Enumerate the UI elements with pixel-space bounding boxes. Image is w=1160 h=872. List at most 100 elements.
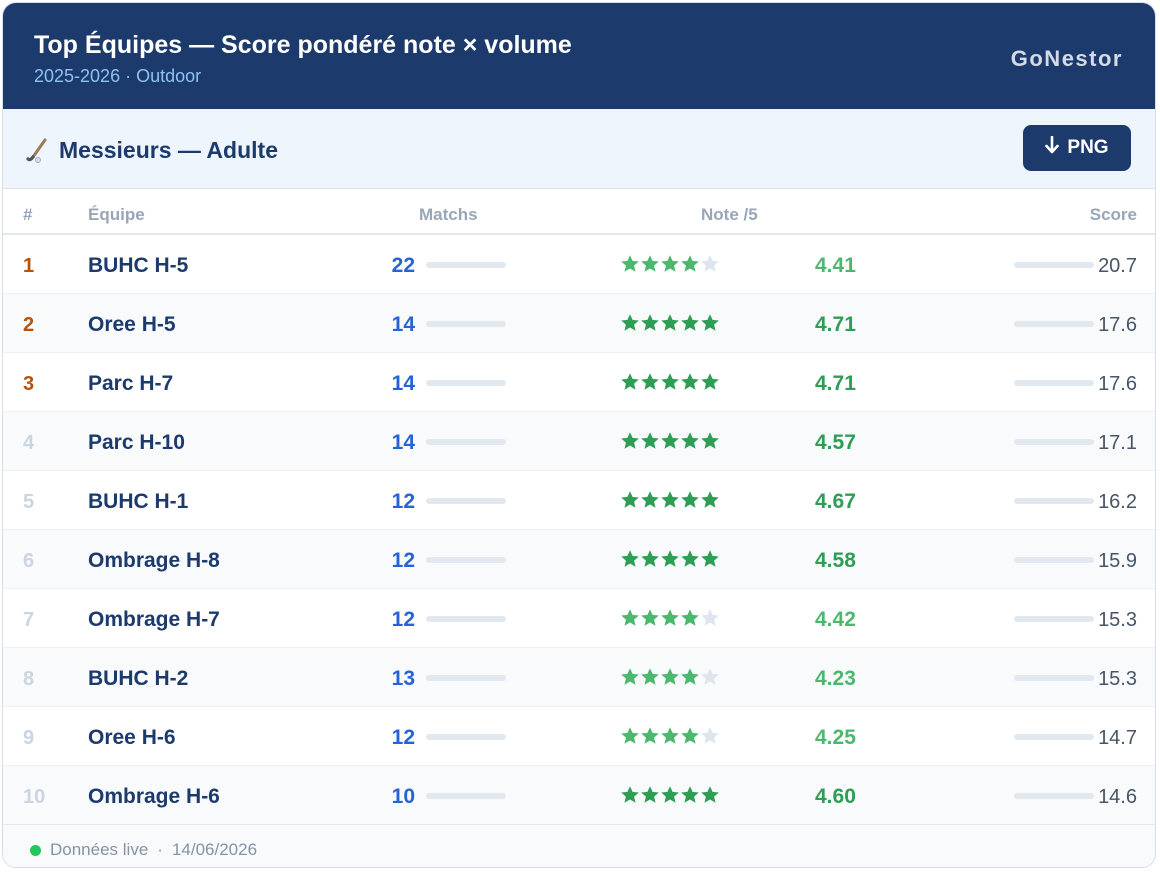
table-header: # Équipe Matchs Note /5 Score xyxy=(3,189,1155,235)
score-bar xyxy=(1014,380,1094,386)
star-filled-icon xyxy=(641,609,659,626)
row-note: 4.58 xyxy=(815,549,856,572)
col-team: Équipe xyxy=(88,205,145,224)
star-filled-icon xyxy=(681,668,699,685)
arrow-down-icon xyxy=(1045,135,1060,160)
table-row: 9 Oree H-6 12 4.25 14.7 xyxy=(3,707,1155,766)
star-filled-icon xyxy=(661,609,679,626)
score-bar xyxy=(1014,734,1094,740)
row-matches: 12 xyxy=(391,490,415,513)
rating-stars xyxy=(620,431,720,451)
matches-bar xyxy=(426,439,506,445)
row-rank: 7 xyxy=(23,609,35,631)
matches-bar xyxy=(426,498,506,504)
row-matches: 14 xyxy=(391,313,415,336)
row-rank: 10 xyxy=(23,786,46,808)
star-filled-icon xyxy=(641,727,659,744)
row-team: Oree H-6 xyxy=(88,726,176,749)
star-filled-icon xyxy=(621,727,639,744)
star-filled-icon xyxy=(621,373,639,390)
star-filled-icon xyxy=(701,314,719,331)
star-filled-icon xyxy=(681,550,699,567)
star-filled-icon xyxy=(701,786,719,803)
row-note: 4.25 xyxy=(815,726,856,749)
table-row: 6 Ombrage H-8 12 4.58 15.9 xyxy=(3,530,1155,589)
table-row: 4 Parc H-10 14 4.57 17.1 xyxy=(3,412,1155,471)
row-note: 4.67 xyxy=(815,490,856,513)
row-note: 4.41 xyxy=(815,254,856,277)
matches-bar xyxy=(426,557,506,563)
star-filled-icon xyxy=(681,255,699,272)
matches-bar xyxy=(426,734,506,740)
star-filled-icon xyxy=(621,668,639,685)
row-team: Ombrage H-7 xyxy=(88,608,220,631)
row-note: 4.42 xyxy=(815,608,856,631)
brand-logo: GoNestor xyxy=(1010,46,1123,71)
matches-bar xyxy=(426,262,506,268)
page-subtitle: 2025-2026 · Outdoor xyxy=(34,66,202,86)
col-rank: # xyxy=(23,205,33,224)
row-rank: 3 xyxy=(23,373,35,395)
rating-stars xyxy=(620,490,720,510)
score-bar xyxy=(1014,557,1094,563)
star-filled-icon xyxy=(621,550,639,567)
live-dot-icon xyxy=(30,844,41,856)
star-filled-icon xyxy=(621,432,639,449)
matches-bar xyxy=(426,321,506,327)
table-row: 10 Ombrage H-6 10 4.60 14.6 xyxy=(3,766,1155,825)
star-filled-icon xyxy=(661,255,679,272)
table-row: 1 BUHC H-5 22 4.41 20.7 xyxy=(3,235,1155,294)
row-team: Ombrage H-8 xyxy=(88,549,220,572)
row-rank: 2 xyxy=(23,314,35,336)
star-filled-icon xyxy=(621,609,639,626)
star-filled-icon xyxy=(641,786,659,803)
table-row: 7 Ombrage H-7 12 4.42 15.3 xyxy=(3,589,1155,648)
live-label: Données live xyxy=(50,840,149,859)
star-filled-icon xyxy=(701,491,719,508)
download-png-button[interactable]: PNG xyxy=(1023,125,1131,171)
star-filled-icon xyxy=(621,786,639,803)
row-score: 17.1 xyxy=(1098,432,1137,454)
score-bar xyxy=(1014,498,1094,504)
row-matches: 12 xyxy=(391,549,415,572)
row-note: 4.23 xyxy=(815,667,856,690)
row-matches: 10 xyxy=(391,785,415,808)
star-empty-icon xyxy=(701,609,719,626)
star-filled-icon xyxy=(621,491,639,508)
rating-stars xyxy=(620,254,720,274)
row-team: Parc H-7 xyxy=(88,372,174,395)
matches-bar xyxy=(426,675,506,681)
row-team: Ombrage H-6 xyxy=(88,785,220,808)
row-score: 20.7 xyxy=(1098,255,1137,277)
row-matches: 12 xyxy=(391,608,415,631)
rating-stars xyxy=(620,667,720,687)
row-rank: 1 xyxy=(23,255,35,277)
card-footer: Données live · 14/06/2026 xyxy=(3,824,1155,867)
star-filled-icon xyxy=(661,314,679,331)
score-bar xyxy=(1014,616,1094,622)
row-note: 4.57 xyxy=(815,431,856,454)
card-header: Top Équipes — Score pondéré note × volum… xyxy=(3,3,1155,109)
star-filled-icon xyxy=(701,373,719,390)
rating-stars xyxy=(620,549,720,569)
star-filled-icon xyxy=(661,786,679,803)
star-filled-icon xyxy=(641,255,659,272)
row-score: 15.3 xyxy=(1098,668,1137,690)
star-filled-icon xyxy=(641,432,659,449)
star-filled-icon xyxy=(661,491,679,508)
row-matches: 22 xyxy=(391,254,415,277)
star-filled-icon xyxy=(681,432,699,449)
star-filled-icon xyxy=(621,255,639,272)
rating-stars xyxy=(620,313,720,333)
table-row: 3 Parc H-7 14 4.71 17.6 xyxy=(3,353,1155,412)
star-empty-icon xyxy=(701,668,719,685)
col-note: Note /5 xyxy=(701,205,758,224)
footer-date: 14/06/2026 xyxy=(171,840,258,859)
table-row: 5 BUHC H-1 12 4.67 16.2 xyxy=(3,471,1155,530)
star-filled-icon xyxy=(661,373,679,390)
row-matches: 14 xyxy=(391,431,415,454)
table-row: 2 Oree H-5 14 4.71 17.6 xyxy=(3,294,1155,353)
row-score: 16.2 xyxy=(1098,491,1137,513)
category-title: Messieurs — Adulte xyxy=(25,137,278,164)
